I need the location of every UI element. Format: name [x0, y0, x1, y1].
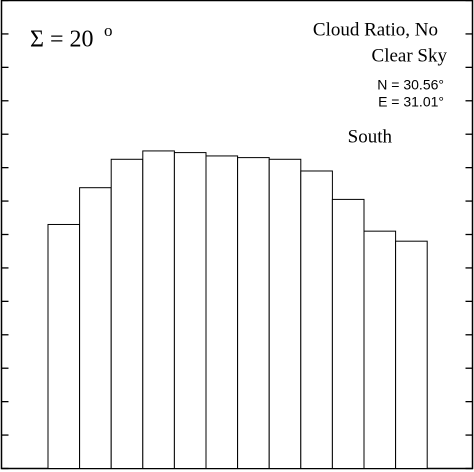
bar — [142, 150, 175, 470]
bar — [395, 240, 428, 469]
longitude-label: E = 31.01° — [378, 94, 444, 110]
bar — [110, 158, 144, 470]
bar — [300, 170, 333, 469]
bar — [331, 198, 365, 469]
condition-label: Clear Sky — [372, 45, 448, 66]
bar — [268, 158, 302, 470]
condition-label: Cloud Ratio, No — [313, 19, 438, 40]
tilt-label: Σ = 20 — [30, 27, 94, 53]
direction-label: South — [348, 126, 393, 147]
bar — [363, 230, 397, 469]
bar — [205, 155, 239, 469]
latitude-label: N = 30.56° — [377, 77, 444, 93]
bar — [47, 223, 81, 469]
bar — [79, 187, 112, 469]
degree-mark: o — [104, 21, 113, 40]
bar — [237, 157, 270, 469]
bar — [173, 152, 207, 469]
